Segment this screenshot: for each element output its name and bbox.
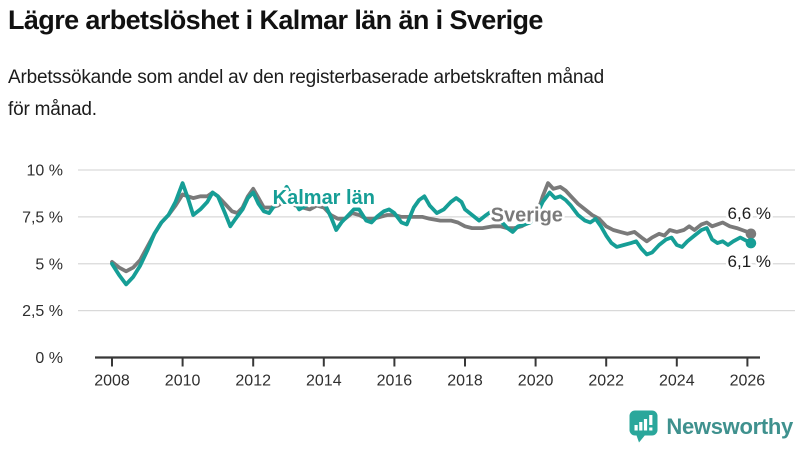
newsworthy-logo: Newsworthy [629,410,793,443]
y-tick-label: 0 % [35,350,63,367]
x-tick-label: 2010 [165,373,201,390]
series-line-sverige [110,181,753,274]
end-value-label: 6,1 % [728,252,771,271]
y-tick-label: 10 % [27,163,63,180]
chart-subtitle-line1: Arbetssökande som andel av den registerb… [8,67,605,88]
chart-subtitle-line2: för månad. [8,99,97,120]
series-line-kalmar-län [110,181,753,287]
y-tick-label: 2,5 % [22,303,63,320]
series-end-dot-sverige [745,228,757,240]
x-tick-label: 2018 [447,373,483,390]
series-name-label-kalmar-län: Kalmar län [273,187,375,209]
x-tick-label: 2008 [94,373,130,390]
series-end-dot-kalmar-län [745,237,757,249]
brand-name: Newsworthy [666,413,793,439]
newsworthy-speech-bubble-barchart-icon [629,410,658,443]
chart-title: Lägre arbetslöshet i Kalmar län än i Sve… [8,5,543,35]
x-tick-label: 2014 [306,373,342,390]
x-tick-label: 2012 [235,373,271,390]
x-tick-label: 2026 [730,373,766,390]
x-tick-label: 2022 [588,373,624,390]
x-tick-label: 2016 [377,373,413,390]
x-tick-label: 2020 [518,373,554,390]
x-tick-label: 2024 [659,373,695,390]
chart-subtitle: Arbetssökande som andel av den registerb… [8,62,604,126]
end-value-label: 6,6 % [728,204,771,223]
y-tick-label: 7,5 % [22,209,63,226]
series-name-label-sverige: Sverige [491,205,563,227]
y-tick-label: 5 % [35,256,63,273]
